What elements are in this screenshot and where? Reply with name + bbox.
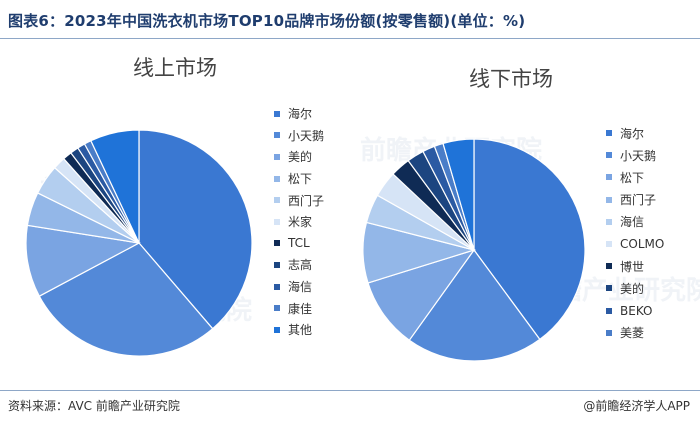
legend-item: 康佳 [274, 297, 324, 319]
online-chart-title: 线上市场 [133, 56, 217, 80]
legend-swatch [606, 130, 612, 137]
legend-item: 美的 [606, 277, 664, 299]
legend-item: 海信 [274, 276, 324, 298]
legend-label: 小天鹅 [620, 148, 657, 163]
pie-slice-其他 [90, 129, 140, 244]
legend-label: 美菱 [620, 326, 645, 341]
legend-label: 海信 [620, 215, 645, 230]
legend-swatch [606, 285, 612, 292]
legend-item: 志高 [274, 254, 324, 276]
legend-item: 西门子 [274, 189, 324, 211]
legend-item: 博世 [606, 255, 664, 277]
legend-item: 松下 [606, 166, 664, 188]
pie-slice-海尔 [138, 129, 253, 330]
legend-swatch [274, 153, 280, 160]
legend-item: 海信 [606, 211, 664, 233]
pie-slice-松下 [367, 248, 476, 342]
legend-swatch [606, 241, 612, 248]
legend-item: 其他 [274, 319, 324, 341]
legend-label: 松下 [288, 172, 313, 187]
legend-item: 海尔 [274, 103, 324, 125]
legend-item: 美菱 [606, 322, 664, 344]
pie-slice-小天鹅 [38, 242, 214, 357]
legend-label: 博世 [620, 259, 645, 274]
credit-note: @前瞻经济学人APP [583, 399, 690, 413]
legend-swatch [274, 132, 280, 139]
legend-swatch [606, 263, 612, 270]
legend-item: 美的 [274, 146, 324, 168]
offline-legend: 海尔小天鹅松下西门子海信 COLMO 博世美的 BEKO 美菱 [606, 122, 664, 344]
legend-item: 小天鹅 [606, 144, 664, 166]
legend-item: 米家 [274, 211, 324, 233]
legend-label: 其他 [288, 323, 313, 338]
legend-swatch [274, 283, 280, 290]
legend-swatch [274, 110, 280, 117]
legend-label: 米家 [288, 215, 313, 230]
legend-label: 海信 [288, 280, 313, 295]
page-title: 图表6：2023年中国洗衣机市场TOP10品牌市场份额(按零售额)(单位：%) [8, 12, 526, 30]
legend-label: BEKO [620, 303, 653, 318]
legend-item: 海尔 [606, 122, 664, 144]
legend-swatch [606, 307, 612, 314]
pie-slice-remainder [442, 138, 475, 251]
legend-label: 小天鹅 [288, 128, 325, 143]
legend-swatch [606, 329, 612, 336]
legend-item: 松下 [274, 168, 324, 190]
pie-slice-美的 [25, 224, 141, 298]
legend-label: 西门子 [288, 193, 325, 208]
legend-item: 小天鹅 [274, 125, 324, 147]
legend-label: 海尔 [288, 107, 313, 122]
legend-swatch [274, 261, 280, 268]
legend-swatch [274, 326, 280, 333]
legend-swatch [606, 218, 612, 225]
legend-label: COLMO [620, 237, 665, 252]
legend-item: BEKO [606, 300, 664, 322]
pie-slice-海尔 [473, 138, 586, 341]
legend-swatch [606, 152, 612, 159]
legend-swatch [274, 218, 280, 225]
legend-label: 海尔 [620, 126, 645, 141]
legend-label: 美的 [620, 281, 645, 296]
legend-label: 志高 [288, 258, 313, 273]
legend-label: 美的 [288, 150, 313, 165]
pie-slice-小天鹅 [408, 248, 541, 362]
legend-swatch [274, 197, 280, 204]
offline-chart-title: 线下市场 [469, 67, 553, 91]
legend-swatch [274, 305, 280, 312]
legend-label: TCL [288, 236, 310, 251]
legend-item: 西门子 [606, 189, 664, 211]
footer-divider [0, 390, 700, 391]
online-pie-chart [25, 129, 253, 357]
title-divider [0, 38, 700, 39]
legend-item: COLMO [606, 233, 664, 255]
legend-label: 松下 [620, 170, 645, 185]
legend-swatch [274, 240, 280, 247]
legend-label: 康佳 [288, 301, 313, 316]
legend-item: TCL [274, 233, 324, 255]
legend-swatch [274, 175, 280, 182]
legend-label: 西门子 [620, 193, 657, 208]
legend-swatch [606, 174, 612, 181]
source-note: 资料来源：AVC 前瞻产业研究院 [8, 399, 180, 413]
online-legend: 海尔小天鹅美的松下西门子米家 TCL 志高海信康佳其他 [274, 103, 324, 341]
offline-pie-chart [362, 138, 586, 362]
legend-swatch [606, 196, 612, 203]
